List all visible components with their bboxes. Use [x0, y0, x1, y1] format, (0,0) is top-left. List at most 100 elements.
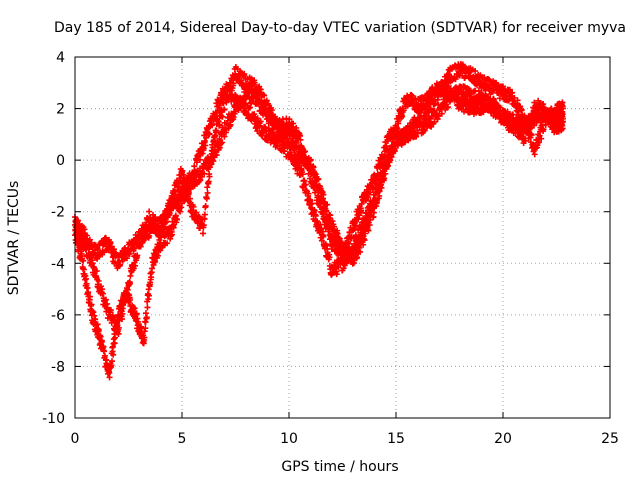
data-point	[101, 348, 108, 355]
x-tick-label: 10	[280, 431, 298, 447]
data-point	[95, 326, 102, 333]
series-track-c	[72, 63, 566, 272]
data-point	[318, 237, 325, 244]
data-point	[432, 100, 439, 107]
y-tick-label: 0	[56, 153, 65, 169]
x-tick-label: 5	[178, 431, 187, 447]
data-point	[177, 208, 184, 215]
data-point	[196, 156, 203, 163]
data-point	[406, 131, 413, 138]
data-point	[257, 118, 264, 125]
data-point	[197, 177, 204, 184]
data-point	[111, 314, 118, 321]
data-point	[312, 212, 319, 219]
data-point	[126, 250, 133, 257]
data-point	[118, 308, 125, 315]
data-point	[528, 132, 535, 139]
data-point	[79, 265, 86, 272]
data-point	[308, 200, 315, 207]
data-point	[142, 325, 149, 332]
data-point	[427, 105, 434, 112]
data-point	[127, 272, 134, 279]
plot-frame	[74, 56, 611, 419]
data-point	[75, 217, 82, 224]
data-point	[145, 292, 152, 299]
data-point	[365, 227, 372, 234]
data-point	[209, 122, 216, 129]
data-point	[202, 142, 209, 149]
data-point	[334, 230, 341, 237]
data-point	[538, 135, 545, 142]
data-point	[97, 283, 104, 290]
data-point	[107, 307, 114, 314]
data-point	[370, 209, 377, 216]
data-point	[106, 374, 113, 381]
data-point	[90, 309, 97, 316]
data-point	[131, 305, 138, 312]
data-point	[387, 157, 394, 164]
data-point	[360, 241, 367, 248]
data-point	[110, 246, 117, 253]
data-point	[320, 233, 327, 240]
data-point	[123, 255, 130, 262]
data-point	[307, 156, 314, 163]
data-point	[144, 304, 151, 311]
data-point	[361, 237, 368, 244]
data-point	[127, 297, 134, 304]
x-tick-label: 15	[387, 431, 405, 447]
data-point	[333, 271, 340, 278]
data-point	[299, 171, 306, 178]
data-point	[401, 139, 408, 146]
data-point	[95, 277, 102, 284]
data-point	[142, 310, 149, 317]
data-point	[421, 127, 428, 134]
data-point	[354, 254, 361, 261]
data-marks	[72, 61, 566, 381]
data-point	[335, 264, 342, 271]
data-point	[127, 280, 134, 287]
data-point	[382, 170, 389, 177]
data-point	[193, 159, 200, 166]
data-point	[133, 310, 140, 317]
data-point	[540, 126, 547, 133]
data-point	[141, 334, 148, 341]
x-axis-label: GPS time / hours	[281, 459, 398, 475]
data-point	[110, 351, 117, 358]
data-point	[164, 240, 171, 247]
data-point	[305, 190, 312, 197]
grid	[75, 57, 610, 418]
data-point	[217, 140, 224, 147]
data-point	[531, 151, 538, 158]
data-point	[366, 222, 373, 229]
data-point	[111, 340, 118, 347]
data-point	[331, 223, 338, 230]
data-point	[119, 301, 126, 308]
data-point	[326, 254, 333, 261]
data-point	[287, 149, 294, 156]
y-tick-label: 2	[56, 102, 65, 118]
data-point	[134, 252, 141, 259]
data-point	[200, 230, 207, 237]
data-point	[146, 232, 153, 239]
data-point	[521, 112, 528, 119]
data-point	[511, 94, 518, 101]
x-tick-label: 25	[601, 431, 619, 447]
data-point	[444, 104, 451, 111]
data-point	[89, 308, 96, 315]
data-point	[102, 235, 109, 242]
data-point	[435, 112, 442, 119]
data-point	[92, 316, 99, 323]
data-point	[112, 334, 119, 341]
data-point	[213, 152, 220, 159]
data-point	[86, 236, 93, 243]
data-point	[108, 358, 115, 365]
data-point	[93, 268, 100, 275]
data-point	[302, 181, 309, 188]
data-point	[438, 110, 445, 117]
data-point	[131, 262, 138, 269]
data-point	[227, 121, 234, 128]
data-point	[452, 76, 459, 83]
data-point	[143, 314, 150, 321]
y-tick-label: -4	[51, 256, 65, 272]
